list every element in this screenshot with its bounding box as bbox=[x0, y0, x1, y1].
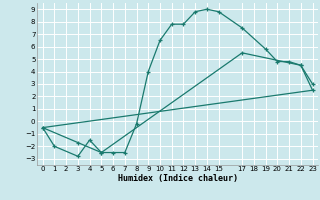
X-axis label: Humidex (Indice chaleur): Humidex (Indice chaleur) bbox=[118, 174, 237, 183]
